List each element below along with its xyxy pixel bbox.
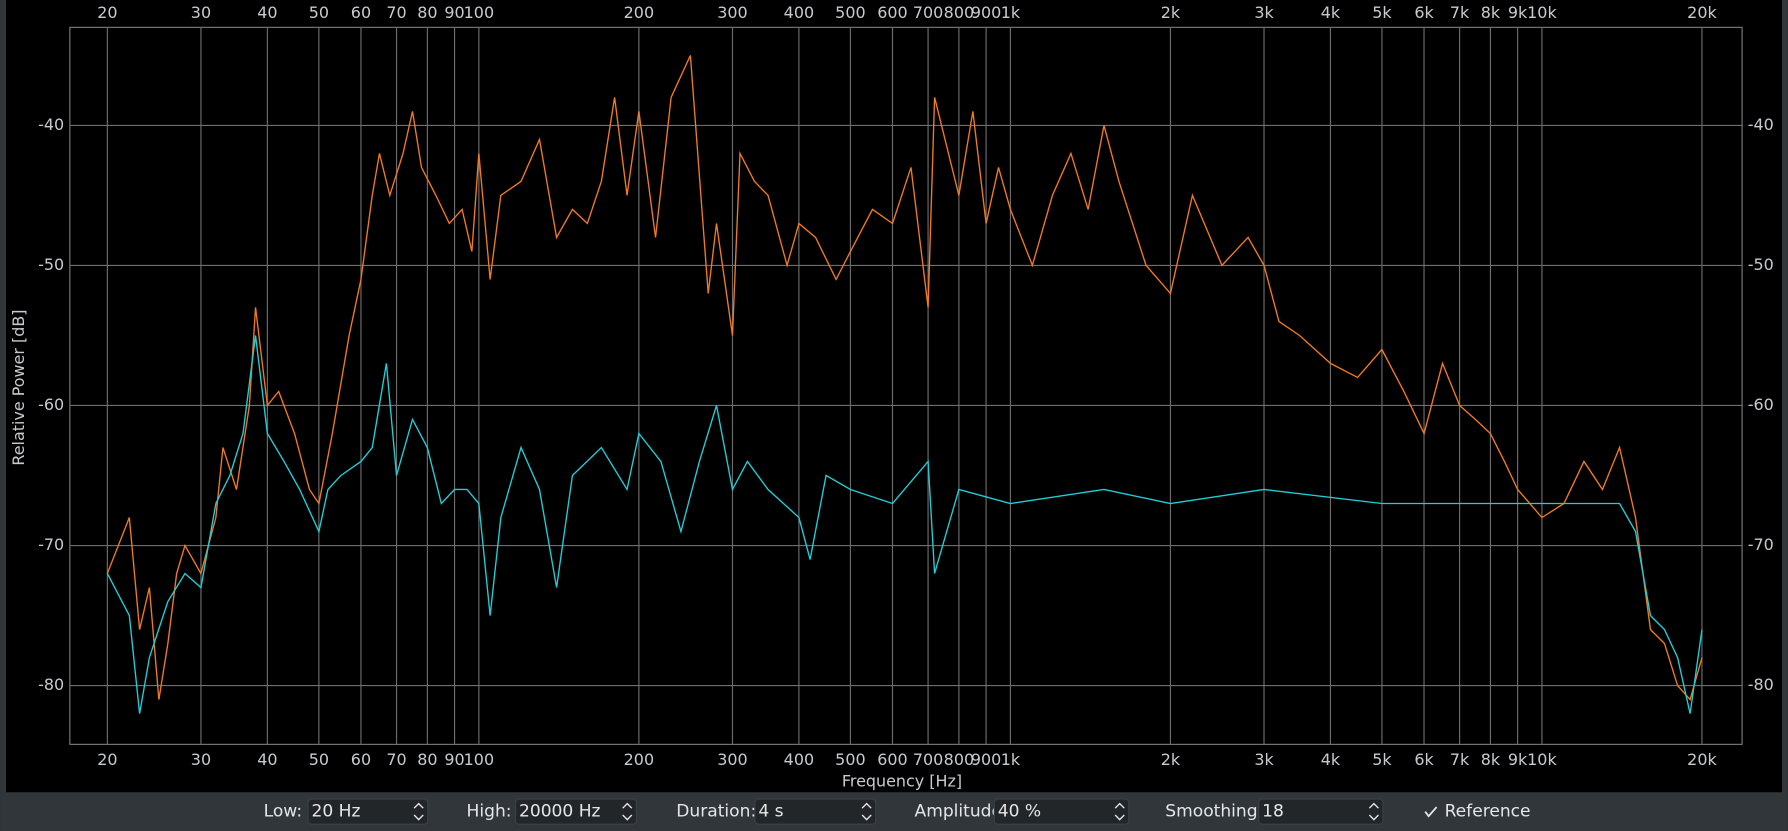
plot: 2020303040405050606070708080909010010020… <box>38 3 1774 769</box>
spin-value[interactable]: 4 s <box>758 802 783 822</box>
x-tick-label: 90 <box>444 3 464 22</box>
field-label: High: <box>467 802 512 822</box>
spectrum-line <box>106 55 1703 701</box>
x-tick-label: 300 <box>717 750 747 769</box>
field-label: Amplitude: <box>915 802 1008 822</box>
x-tick-label: 90 <box>444 750 464 769</box>
controls: Low: 20 Hz High: 20000 Hz Duration: 4 s Amplit… <box>264 798 1531 825</box>
spin-box[interactable] <box>1258 798 1384 825</box>
x-tick-label: 200 <box>624 3 654 22</box>
x-tick-label: 20 <box>97 750 117 769</box>
x-tick-label: 9k <box>1508 750 1528 769</box>
x-tick-label: 70 <box>386 3 406 22</box>
x-tick-label: 1k <box>1001 750 1021 769</box>
spectrum-line <box>106 335 1703 714</box>
x-tick-label: 2k <box>1161 750 1181 769</box>
x-tick-label: 60 <box>351 3 371 22</box>
x-axis-label: Frequency [Hz] <box>842 771 962 790</box>
x-tick-label: 5k <box>1372 750 1392 769</box>
x-tick-label: 30 <box>191 750 211 769</box>
x-tick-label: 20 <box>97 3 117 22</box>
x-tick-label: 200 <box>624 750 654 769</box>
x-tick-label: 40 <box>257 3 277 22</box>
x-tick-label: 600 <box>877 3 907 22</box>
x-tick-label: 8k <box>1481 750 1501 769</box>
x-tick-label: 400 <box>784 3 814 22</box>
y-tick-label: -80 <box>38 675 64 694</box>
x-tick-label: 800 <box>944 3 974 22</box>
x-tick-label: 1k <box>1001 3 1021 22</box>
spin-value[interactable]: 18 <box>1262 802 1284 822</box>
x-tick-label: 7k <box>1450 3 1470 22</box>
x-tick-label: 3k <box>1254 750 1274 769</box>
x-tick-label: 30 <box>191 3 211 22</box>
y-tick-label: -60 <box>1748 395 1774 414</box>
spin-box[interactable] <box>754 798 877 825</box>
y-tick-label: -50 <box>38 255 64 274</box>
x-tick-label: 4k <box>1321 3 1341 22</box>
y-tick-label: -40 <box>1748 115 1774 134</box>
x-tick-label: 6k <box>1414 3 1434 22</box>
x-tick-label: 50 <box>309 750 329 769</box>
x-tick-label: 10k <box>1527 750 1557 769</box>
x-tick-label: 700 <box>913 3 943 22</box>
y-tick-label: -40 <box>38 115 64 134</box>
x-tick-label: 300 <box>717 3 747 22</box>
x-tick-label: 100 <box>464 750 494 769</box>
spin-arrows[interactable] <box>1368 802 1379 821</box>
spin-box[interactable] <box>307 798 429 825</box>
spin-arrows[interactable] <box>413 802 424 821</box>
y-tick-label: -80 <box>1748 675 1774 694</box>
spin-value[interactable]: 40 % <box>998 802 1041 822</box>
field-label: Low: <box>264 802 302 822</box>
x-tick-label: 80 <box>417 750 437 769</box>
spin-arrows[interactable] <box>861 802 872 821</box>
x-tick-label: 400 <box>784 750 814 769</box>
x-tick-label: 700 <box>913 750 943 769</box>
spin-value[interactable]: 20 Hz <box>312 802 361 822</box>
x-tick-label: 50 <box>309 3 329 22</box>
check-mark[interactable] <box>1424 806 1438 818</box>
x-tick-label: 9k <box>1508 3 1528 22</box>
x-tick-label: 2k <box>1161 3 1181 22</box>
x-tick-label: 900 <box>971 750 1001 769</box>
y-tick-label: -50 <box>1748 255 1774 274</box>
spin-arrows[interactable] <box>622 802 633 821</box>
x-tick-label: 60 <box>351 750 371 769</box>
x-tick-label: 900 <box>971 3 1001 22</box>
x-tick-label: 600 <box>877 750 907 769</box>
spin-arrows[interactable] <box>1114 802 1125 821</box>
field-label: Smoothing: <box>1165 802 1263 822</box>
x-tick-label: 800 <box>944 750 974 769</box>
x-tick-label: 10k <box>1527 3 1557 22</box>
x-tick-label: 4k <box>1321 750 1341 769</box>
y-tick-label: -60 <box>38 395 64 414</box>
x-tick-label: 7k <box>1450 750 1470 769</box>
spin-box[interactable] <box>993 798 1130 825</box>
plot-frame <box>69 26 1743 745</box>
x-tick-label: 80 <box>417 3 437 22</box>
x-tick-label: 5k <box>1372 3 1392 22</box>
x-tick-label: 20k <box>1687 3 1717 22</box>
y-tick-label: -70 <box>1748 535 1774 554</box>
x-tick-label: 3k <box>1254 3 1274 22</box>
x-tick-label: 8k <box>1481 3 1501 22</box>
spin-value[interactable]: 20000 Hz <box>519 802 601 822</box>
x-tick-label: 40 <box>257 750 277 769</box>
x-tick-label: 70 <box>386 750 406 769</box>
x-tick-label: 100 <box>464 3 494 22</box>
x-tick-label: 500 <box>835 750 865 769</box>
x-tick-label: 20k <box>1687 750 1717 769</box>
checkbox-label[interactable]: Reference <box>1445 802 1531 822</box>
x-tick-label: 6k <box>1414 750 1434 769</box>
x-tick-label: 500 <box>835 3 865 22</box>
y-tick-label: -70 <box>38 535 64 554</box>
field-label: Duration: <box>676 802 756 822</box>
plot-background <box>6 0 1782 793</box>
spin-box[interactable] <box>514 798 637 825</box>
y-axis-label: Relative Power [dB] <box>9 310 28 466</box>
